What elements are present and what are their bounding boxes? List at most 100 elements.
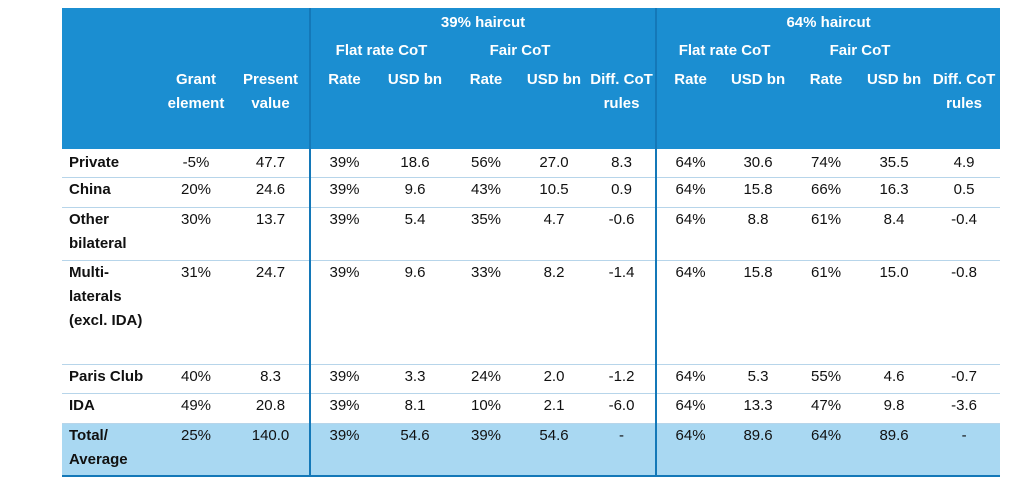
cell-b-fair-rate: 74% bbox=[792, 149, 861, 178]
cell-b-fair-rate: 64% bbox=[792, 423, 861, 477]
cell-b-flat-usd: 5.3 bbox=[724, 364, 793, 394]
header-usd-bn: USD bn bbox=[378, 65, 453, 149]
row-label: IDA bbox=[62, 393, 160, 424]
cell-pv: 140.0 bbox=[232, 423, 311, 477]
cell-a-flat-rate: 39% bbox=[309, 364, 379, 394]
cell-pv: 20.8 bbox=[232, 393, 311, 424]
cell-a-fair-rate: 39% bbox=[452, 423, 521, 477]
cell-a-flat-usd: 3.3 bbox=[378, 364, 453, 394]
cell-a-fair-rate: 56% bbox=[452, 149, 521, 178]
cell-a-diff: -1.2 bbox=[588, 364, 657, 394]
debt-haircut-table: 39% haircut 64% haircut Flat rate CoT Fa… bbox=[62, 8, 1001, 477]
cell-a-diff: -0.6 bbox=[588, 207, 657, 261]
cell-grant: 30% bbox=[160, 207, 232, 261]
header-row-label bbox=[62, 65, 160, 149]
cell-b-flat-usd: 8.8 bbox=[724, 207, 793, 261]
cell-a-diff: -1.4 bbox=[588, 260, 657, 365]
cell-a-flat-rate: 39% bbox=[309, 393, 379, 424]
cell-b-fair-rate: 61% bbox=[792, 260, 861, 365]
cell-b-flat-rate: 64% bbox=[655, 393, 725, 424]
table-row: China 20% 24.6 39% 9.6 43% 10.5 0.9 64% … bbox=[62, 177, 1001, 208]
header-diff: Diff. CoT rules bbox=[588, 65, 657, 149]
cell-b-fair-usd: 4.6 bbox=[860, 364, 929, 394]
table-body: Private -5% 47.7 39% 18.6 56% 27.0 8.3 6… bbox=[62, 149, 1001, 477]
header-usd-bn: USD bn bbox=[724, 65, 793, 149]
table-header: 39% haircut 64% haircut Flat rate CoT Fa… bbox=[62, 8, 1001, 149]
cell-b-fair-rate: 61% bbox=[792, 207, 861, 261]
header-flat-rate-39: Flat rate CoT bbox=[309, 37, 453, 65]
cell-b-flat-rate: 64% bbox=[655, 149, 725, 178]
cell-b-fair-usd: 15.0 bbox=[860, 260, 929, 365]
total-row: Total/ Average 25% 140.0 39% 54.6 39% 54… bbox=[62, 423, 1001, 477]
cell-grant: 49% bbox=[160, 393, 232, 424]
cell-a-flat-rate: 39% bbox=[309, 260, 379, 365]
cell-a-diff: - bbox=[588, 423, 657, 477]
cell-b-fair-usd: 9.8 bbox=[860, 393, 929, 424]
header-diff: Diff. CoT rules bbox=[928, 65, 1001, 149]
header-blank-2 bbox=[62, 37, 311, 65]
cell-a-flat-usd: 54.6 bbox=[378, 423, 453, 477]
row-label: Multi-laterals (excl. IDA) bbox=[62, 260, 160, 365]
table-row: Paris Club 40% 8.3 39% 3.3 24% 2.0 -1.2 … bbox=[62, 364, 1001, 394]
cell-b-diff: - bbox=[928, 423, 1001, 477]
header-rate: Rate bbox=[452, 65, 521, 149]
table-row: Private -5% 47.7 39% 18.6 56% 27.0 8.3 6… bbox=[62, 149, 1001, 178]
cell-b-diff: -0.7 bbox=[928, 364, 1001, 394]
header-fair-64: Fair CoT bbox=[792, 37, 929, 65]
cell-a-flat-usd: 5.4 bbox=[378, 207, 453, 261]
cell-a-fair-usd: 8.2 bbox=[520, 260, 589, 365]
cell-b-flat-usd: 15.8 bbox=[724, 260, 793, 365]
cell-a-diff: -6.0 bbox=[588, 393, 657, 424]
row-label: Total/ Average bbox=[62, 423, 160, 477]
cell-grant: 25% bbox=[160, 423, 232, 477]
cell-b-fair-rate: 66% bbox=[792, 177, 861, 208]
cell-a-fair-rate: 10% bbox=[452, 393, 521, 424]
row-label: Other bilateral bbox=[62, 207, 160, 261]
cell-b-flat-rate: 64% bbox=[655, 207, 725, 261]
cell-a-fair-usd: 10.5 bbox=[520, 177, 589, 208]
header-blank-4 bbox=[928, 37, 1001, 65]
cell-pv: 47.7 bbox=[232, 149, 311, 178]
cell-b-diff: -3.6 bbox=[928, 393, 1001, 424]
header-usd-bn: USD bn bbox=[860, 65, 929, 149]
cell-a-flat-rate: 39% bbox=[309, 423, 379, 477]
table-row: Other bilateral 30% 13.7 39% 5.4 35% 4.7… bbox=[62, 207, 1001, 261]
cell-b-diff: 0.5 bbox=[928, 177, 1001, 208]
cell-grant: 20% bbox=[160, 177, 232, 208]
cell-a-flat-usd: 9.6 bbox=[378, 177, 453, 208]
header-fair-39: Fair CoT bbox=[452, 37, 589, 65]
table-row: Multi-laterals (excl. IDA) 31% 24.7 39% … bbox=[62, 260, 1001, 365]
cell-b-flat-usd: 15.8 bbox=[724, 177, 793, 208]
cell-pv: 24.7 bbox=[232, 260, 311, 365]
header-blank-3 bbox=[588, 37, 657, 65]
row-label: China bbox=[62, 177, 160, 208]
cell-a-flat-rate: 39% bbox=[309, 177, 379, 208]
cell-pv: 13.7 bbox=[232, 207, 311, 261]
header-blank bbox=[62, 8, 311, 37]
row-label: Private bbox=[62, 149, 160, 178]
cell-a-flat-usd: 18.6 bbox=[378, 149, 453, 178]
cell-b-flat-rate: 64% bbox=[655, 423, 725, 477]
cell-a-fair-usd: 54.6 bbox=[520, 423, 589, 477]
cell-b-flat-usd: 30.6 bbox=[724, 149, 793, 178]
cell-a-fair-rate: 35% bbox=[452, 207, 521, 261]
header-flat-rate-64: Flat rate CoT bbox=[655, 37, 793, 65]
cell-b-fair-usd: 16.3 bbox=[860, 177, 929, 208]
cell-b-diff: 4.9 bbox=[928, 149, 1001, 178]
header-grant-element: Grant element bbox=[160, 65, 232, 149]
header-rate: Rate bbox=[309, 65, 379, 149]
cell-b-flat-rate: 64% bbox=[655, 364, 725, 394]
row-label: Paris Club bbox=[62, 364, 160, 394]
header-rate: Rate bbox=[792, 65, 861, 149]
cell-a-flat-usd: 8.1 bbox=[378, 393, 453, 424]
cell-grant: 40% bbox=[160, 364, 232, 394]
cell-a-fair-usd: 4.7 bbox=[520, 207, 589, 261]
cell-a-diff: 0.9 bbox=[588, 177, 657, 208]
table-row: IDA 49% 20.8 39% 8.1 10% 2.1 -6.0 64% 13… bbox=[62, 393, 1001, 424]
cell-b-fair-rate: 55% bbox=[792, 364, 861, 394]
header-group-64: 64% haircut bbox=[655, 8, 1001, 37]
cell-a-fair-usd: 2.1 bbox=[520, 393, 589, 424]
cell-grant: 31% bbox=[160, 260, 232, 365]
cell-b-flat-rate: 64% bbox=[655, 177, 725, 208]
cell-b-flat-rate: 64% bbox=[655, 260, 725, 365]
